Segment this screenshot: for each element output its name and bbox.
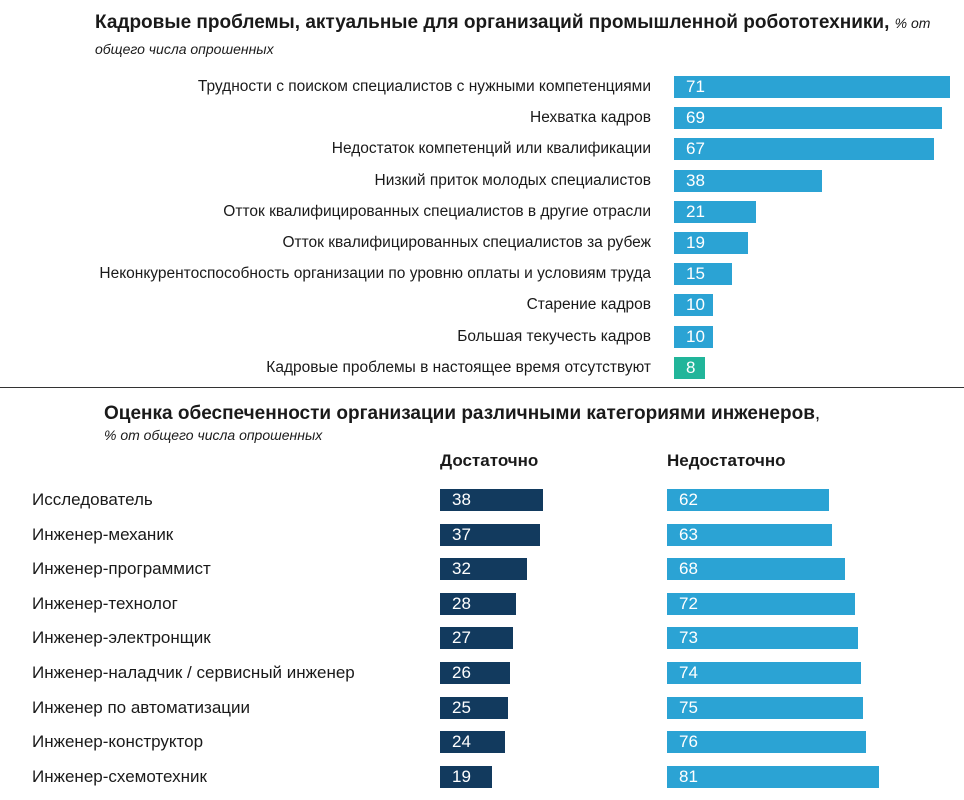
chart1-bar: 71 [674,76,950,98]
chart2-bar-insufficient: 72 [667,592,855,615]
chart1-category-label: Трудности с поиском специалистов с нужны… [197,78,651,95]
chart2-bar-insufficient: 62 [667,489,829,511]
chart1-category-label: Отток квалифицированных специалистов за … [282,234,651,251]
chart2-bar-sufficient: 28 [440,592,516,615]
chart2-title-block: Оценка обеспеченности организации различ… [104,402,964,444]
chart1-value-label: 69 [686,108,705,128]
chart2-value-label: 63 [679,524,698,544]
chart2-value-label: 19 [452,766,471,786]
chart2-value-label: 32 [452,559,471,579]
chart2-bar-insufficient: 73 [667,627,858,650]
chart1-title-block: Кадровые проблемы, актуальные для органи… [95,10,955,62]
chart1-value-label: 21 [686,201,705,221]
chart1-value-label: 71 [686,77,705,96]
chart1-category-label: Большая текучесть кадров [457,327,651,345]
chart1-bar: 67 [674,138,934,161]
chart2-title: Оценка обеспеченности организации различ… [104,402,964,426]
chart1-subtitle: % от общего числа опрошенных [95,15,931,57]
chart2-category-label: Инженер-технолог [32,593,178,613]
chart1-category-label: Старение кадров [526,296,651,314]
chart2-title-comma: , [814,403,821,424]
chart1-category-label: Недостаток компетенций или квалификации [331,140,651,158]
chart1-value-label: 67 [686,139,705,159]
chart1-bar: 19 [674,232,748,254]
chart2-value-label: 68 [679,559,698,579]
chart2-bar-sufficient: 25 [440,696,508,719]
chart2-value-label: 26 [452,663,471,682]
chart2-category-label: Инженер-наладчик / сервисный инженер [32,663,355,682]
chart2-value-label: 27 [452,628,471,648]
chart1-category-label: Кадровые проблемы в настоящее время отсу… [266,358,651,376]
chart2-value-label: 75 [679,697,698,717]
chart2-bar-insufficient: 74 [667,662,861,684]
chart1-title-comma: , [884,12,890,33]
chart2-bar-sufficient: 19 [440,765,492,788]
chart1-value-label: 10 [686,326,705,346]
chart2-value-label: 28 [452,593,471,613]
chart2-category-label: Инженер-схемотехник [32,766,207,786]
chart1-category-label: Неконкурентоспособность организации по у… [99,265,651,283]
chart1-bar: 8 [674,356,705,379]
chart2-bar-insufficient: 76 [667,731,866,754]
chart1-value-label: 19 [686,233,705,252]
chart1-bar: 38 [674,169,822,192]
chart2-value-label: 25 [452,697,471,717]
chart2-category-label: Инженер-конструктор [32,732,204,752]
chart1-bar: 69 [674,107,942,130]
chart2-bar-sufficient: 32 [440,558,527,581]
chart1-title: Кадровые проблемы, актуальные для органи… [95,10,955,62]
chart1-bar: 10 [674,294,713,317]
chart2-category-label: Инженер-электронщик [32,628,211,648]
chart2-category-label: Инженер-программист [32,559,211,579]
chart2-value-label: 76 [679,732,698,752]
chart2-bar-insufficient: 75 [667,696,863,719]
chart1-bar: 10 [674,325,713,348]
chart2-subtitle: % от общего числа опрошенных [104,427,323,443]
chart2-value-label: 37 [452,524,471,544]
chart1-bar: 15 [674,263,732,286]
chart2-bar-sufficient: 27 [440,627,513,650]
chart2-bar-sufficient: 26 [440,662,510,684]
chart2-bar-insufficient: 81 [667,765,879,788]
chart1-category-label: Низкий приток молодых специалистов [374,171,652,189]
chart1-title-text: Кадровые проблемы, актуальные для органи… [95,12,885,33]
chart2-value-label: 24 [452,732,471,752]
chart1-category-label: Нехватка кадров [530,109,651,127]
chart1-value-label: 10 [686,295,705,315]
chart1-value-label: 38 [686,170,705,190]
section-divider [0,387,964,388]
column-head-insufficient: Недостаточно [667,451,786,470]
chart2-value-label: 73 [679,628,698,648]
chart2-value-label: 81 [679,766,698,786]
column-head-sufficient: Достаточно [440,451,539,470]
chart2-value-label: 74 [679,663,698,682]
chart2-value-label: 72 [679,593,698,613]
chart2-bar-sufficient: 24 [440,731,505,754]
chart2-title-text: Оценка обеспеченности организации различ… [104,403,815,424]
chart1-category-label: Отток квалифицированных специалистов в д… [223,202,651,220]
chart2-value-label: 62 [679,490,698,509]
chart2-category-label: Инженер по автоматизации [32,697,251,717]
chart1-bar: 21 [674,200,756,223]
chart2-bar-insufficient: 68 [667,558,845,581]
chart2-bar-sufficient: 37 [440,523,540,546]
chart1-value-label: 15 [686,264,705,284]
chart1-value-label: 8 [686,357,696,377]
chart2-bar-insufficient: 63 [667,523,832,546]
chart2-category-label: Инженер-механик [32,524,174,544]
chart2-bar-sufficient: 38 [440,489,543,511]
chart2-category-label: Исследователь [32,490,153,509]
chart2-value-label: 38 [452,490,471,509]
